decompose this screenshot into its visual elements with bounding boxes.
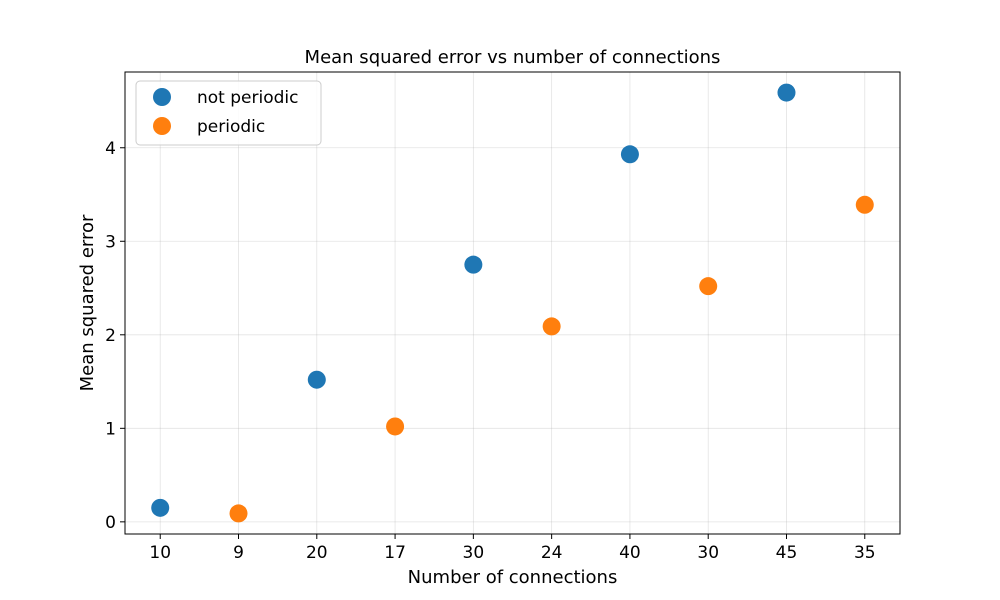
data-point bbox=[386, 417, 405, 436]
data-point bbox=[464, 255, 483, 274]
data-point bbox=[229, 504, 248, 523]
y-axis-label: Mean squared error bbox=[77, 214, 98, 391]
data-point bbox=[542, 317, 561, 336]
grid-lines bbox=[125, 72, 900, 534]
data-point bbox=[855, 195, 874, 214]
data-point bbox=[620, 145, 639, 164]
legend: not periodic periodic bbox=[135, 80, 322, 146]
plot-frame bbox=[124, 71, 901, 535]
data-points bbox=[151, 83, 874, 523]
x-tick-label: 17 bbox=[384, 543, 406, 563]
chart-title: Mean squared error vs number of connecti… bbox=[305, 47, 721, 68]
data-point bbox=[699, 277, 718, 296]
x-tick-label: 35 bbox=[854, 543, 876, 563]
y-tick-label: 0 bbox=[105, 513, 116, 533]
x-tick-label: 20 bbox=[306, 543, 328, 563]
x-axis-label: Number of connections bbox=[408, 567, 618, 588]
legend-box bbox=[135, 80, 322, 146]
data-point bbox=[307, 370, 326, 389]
x-tick-label: 9 bbox=[233, 543, 244, 563]
legend-marker bbox=[153, 117, 171, 135]
legend-label: periodic bbox=[197, 117, 265, 137]
data-point bbox=[777, 83, 796, 102]
axis-ticks: 10 9 20 17 30 24 40 30 45 35 0 1 2 3 4 bbox=[105, 139, 875, 563]
x-tick-label: 40 bbox=[619, 543, 641, 563]
x-tick-label: 10 bbox=[149, 543, 171, 563]
x-tick-label: 30 bbox=[697, 543, 719, 563]
legend-marker bbox=[153, 88, 171, 106]
legend-label: not periodic bbox=[197, 88, 298, 108]
data-point bbox=[151, 498, 170, 517]
x-tick-label: 24 bbox=[541, 543, 563, 563]
y-tick-label: 2 bbox=[105, 326, 116, 346]
y-tick-label: 3 bbox=[105, 232, 116, 252]
x-tick-label: 30 bbox=[463, 543, 485, 563]
y-tick-label: 4 bbox=[105, 139, 116, 159]
x-tick-label: 45 bbox=[776, 543, 798, 563]
y-tick-label: 1 bbox=[105, 419, 116, 439]
